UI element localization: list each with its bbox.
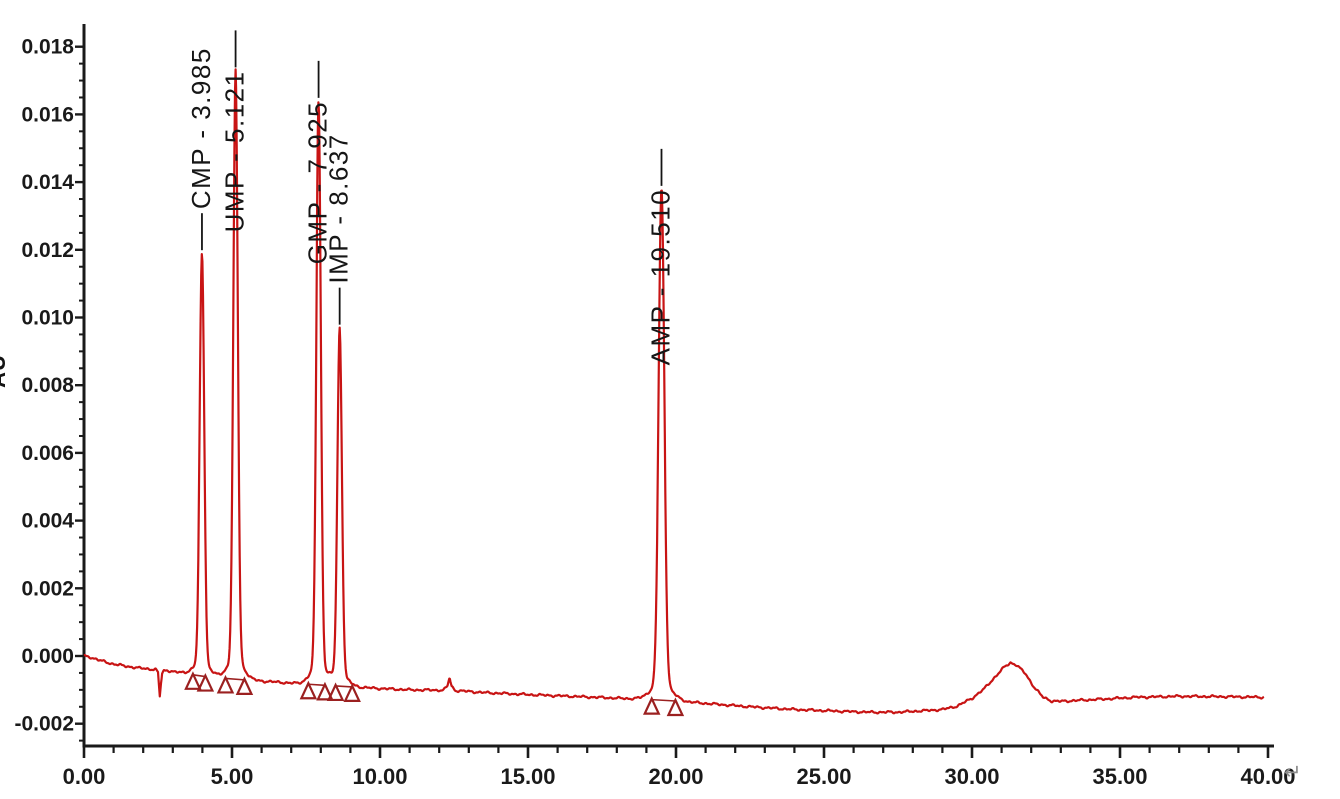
peak-UMP-integration-baseline xyxy=(225,677,245,681)
peak-IMP-end-marker xyxy=(343,683,361,703)
peak-UMP-start-marker xyxy=(216,674,235,694)
y-tick-label: 0.018 xyxy=(21,36,74,59)
peak-GMP-start-marker xyxy=(299,680,318,700)
peak-GMP-integration-baseline xyxy=(308,683,325,687)
y-tick-label: 0.010 xyxy=(21,307,74,330)
y-tick-label: 0.012 xyxy=(21,239,74,262)
peak-CMP-integration-baseline xyxy=(192,674,206,678)
peak-label-CMP: CMP - 3.985 xyxy=(186,47,216,209)
y-tick-label: 0.000 xyxy=(21,645,74,668)
y-axis-title: AU xyxy=(0,354,10,388)
x-tick-label: 10.00 xyxy=(352,764,407,789)
peak-IMP-start-marker xyxy=(326,682,345,702)
paragraph-return-mark: ↵ xyxy=(1284,761,1302,784)
peak-label-AMP: AMP - 19.510 xyxy=(645,189,675,366)
x-tick-label: 15.00 xyxy=(500,764,555,789)
peak-label-GMP: GMP - 7.925 xyxy=(303,101,333,264)
peak-AMP-start-marker xyxy=(643,696,661,715)
y-tick-label: 0.002 xyxy=(21,577,74,600)
chromatogram-trace xyxy=(83,68,1265,715)
x-tick-label: 0.00 xyxy=(63,764,106,789)
y-tick-label: 0.016 xyxy=(21,103,74,126)
peak-label-UMP: UMP - 5.121 xyxy=(220,70,250,232)
x-tick-label: 20.00 xyxy=(648,764,703,789)
y-tick-label: 0.004 xyxy=(21,510,74,533)
peak-IMP-integration-baseline xyxy=(335,685,353,688)
peak-UMP-end-marker xyxy=(235,676,254,695)
peak-GMP-end-marker xyxy=(316,681,334,701)
peak-AMP-integration-baseline xyxy=(651,698,676,702)
peak-AMP-end-marker xyxy=(666,697,685,717)
y-tick-label: 0.008 xyxy=(21,374,74,397)
peak-CMP-start-marker xyxy=(184,671,202,690)
x-tick-label: 35.00 xyxy=(1092,764,1147,789)
y-tick-label: 0.006 xyxy=(21,442,74,465)
axes xyxy=(82,24,1274,748)
x-tick-label: 30.00 xyxy=(944,764,999,789)
x-tick-label: 40.00 xyxy=(1240,764,1295,789)
y-tick-label: -0.002 xyxy=(14,713,74,736)
x-tick-label: 25.00 xyxy=(796,764,851,789)
x-tick-label: 5.00 xyxy=(211,764,254,789)
peak-CMP-end-marker xyxy=(196,672,215,692)
y-tick-label: 0.014 xyxy=(21,171,74,194)
peak-label-IMP: IMP - 8.637 xyxy=(324,133,354,283)
